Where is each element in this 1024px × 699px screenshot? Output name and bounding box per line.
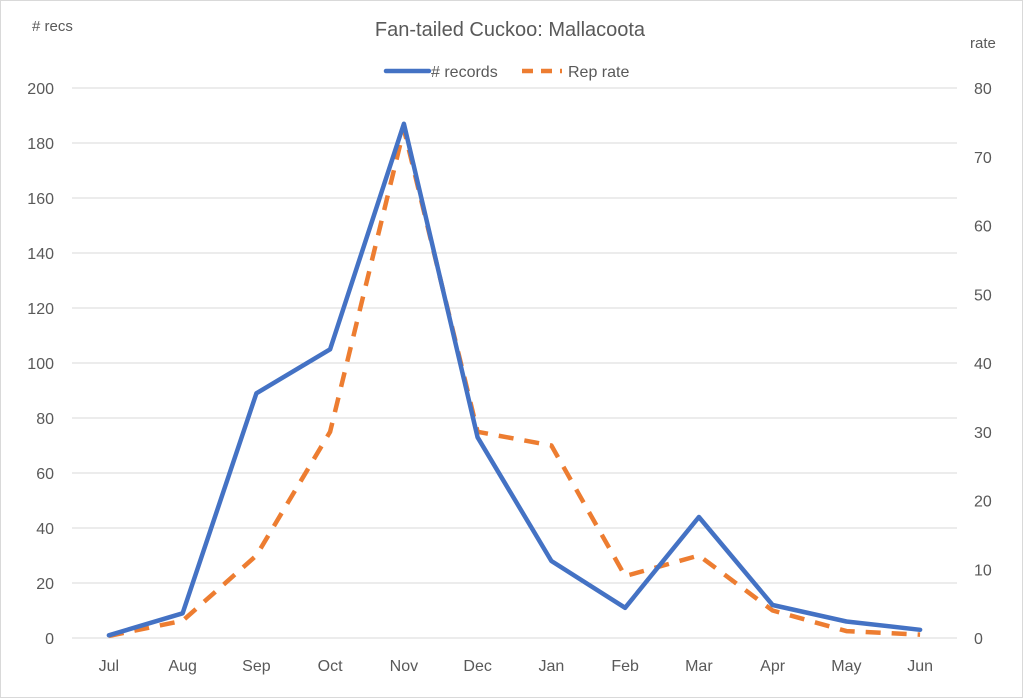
left-tick-label: 160	[27, 191, 54, 208]
right-tick-label: 0	[974, 631, 983, 648]
right-y-axis-ticks: 0 10 20 30 40 50 60 70 80	[974, 81, 992, 648]
x-tick-label: Jul	[99, 658, 119, 675]
left-axis-title: # recs	[32, 18, 73, 35]
series-line-records	[106, 121, 923, 638]
right-tick-label: 10	[974, 562, 992, 579]
x-tick-label: Oct	[318, 658, 343, 675]
left-tick-label: 80	[36, 411, 54, 428]
gridlines	[72, 87, 957, 584]
x-tick-label: Feb	[611, 658, 639, 675]
right-tick-label: 40	[974, 356, 992, 373]
right-tick-label: 70	[974, 150, 992, 167]
legend-label-records: # records	[431, 64, 498, 81]
legend: # records Rep rate	[383, 64, 629, 81]
x-tick-label: Sep	[242, 658, 271, 675]
left-tick-label: 200	[27, 81, 54, 98]
right-tick-label: 20	[974, 494, 992, 511]
left-tick-label: 120	[27, 301, 54, 318]
series-line-rep-rate	[108, 127, 921, 639]
right-axis-title: rate	[970, 35, 996, 52]
chart-title: Fan-tailed Cuckoo: Mallacoota	[375, 19, 646, 41]
x-axis-ticks: Jul Aug Sep Oct Nov Dec Jan Feb Mar Apr May Jun	[99, 658, 933, 675]
left-tick-label: 100	[27, 356, 54, 373]
right-tick-label: 50	[974, 287, 992, 304]
x-tick-label: Jan	[538, 658, 564, 675]
right-tick-label: 30	[974, 425, 992, 442]
left-tick-label: 20	[36, 576, 54, 593]
x-tick-label: May	[831, 658, 861, 675]
right-tick-label: 80	[974, 81, 992, 98]
x-tick-label: Apr	[760, 658, 786, 675]
left-tick-label: 40	[36, 521, 54, 538]
x-tick-label: Nov	[390, 658, 418, 675]
left-y-axis-ticks: 0 20 40 60 80 100 120 140 160 180 200	[27, 81, 54, 648]
x-tick-label: Jun	[907, 658, 933, 675]
series-layer	[106, 121, 923, 639]
right-tick-label: 60	[974, 219, 992, 236]
x-tick-label: Dec	[463, 658, 491, 675]
left-tick-label: 0	[45, 631, 54, 648]
x-tick-label: Aug	[168, 658, 196, 675]
left-tick-label: 180	[27, 136, 54, 153]
left-tick-label: 140	[27, 246, 54, 263]
x-tick-label: Mar	[685, 658, 713, 675]
legend-label-rep-rate: Rep rate	[568, 64, 629, 81]
left-tick-label: 60	[36, 466, 54, 483]
